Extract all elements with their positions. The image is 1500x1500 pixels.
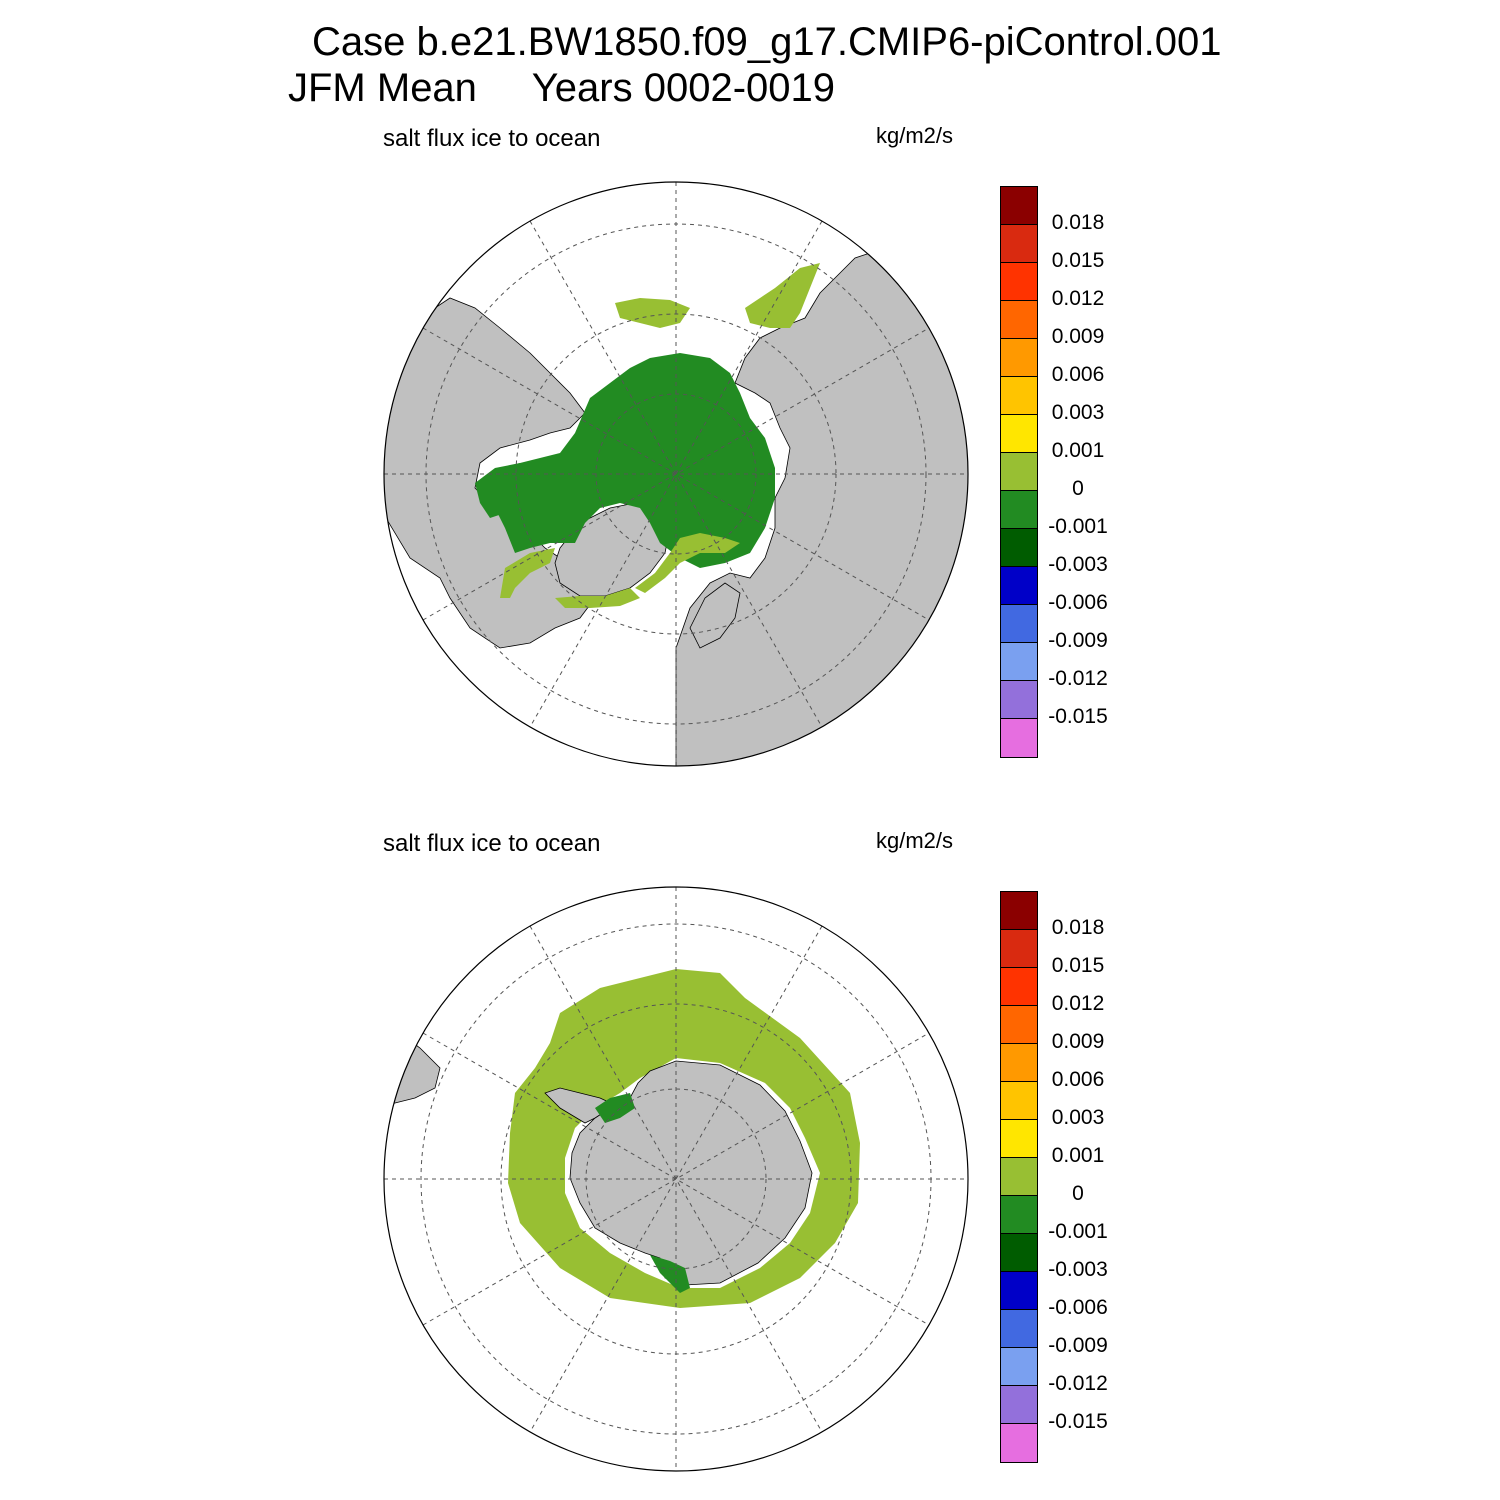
colorbar-swatch bbox=[1001, 263, 1037, 301]
flux-bering bbox=[615, 298, 690, 328]
colorbar-label: -0.012 bbox=[1048, 667, 1108, 690]
map-boundary-north bbox=[383, 181, 969, 767]
colorbar-label: -0.012 bbox=[1048, 1372, 1108, 1395]
colorbar-label: 0.006 bbox=[1051, 1068, 1105, 1091]
colorbar-swatch bbox=[1001, 1120, 1037, 1158]
colorbar-swatch bbox=[1001, 1082, 1037, 1120]
colorbar-label: 0.009 bbox=[1051, 325, 1105, 348]
colorbar-swatch bbox=[1001, 968, 1037, 1006]
colorbar-swatch bbox=[1001, 187, 1037, 225]
figure-title-period: JFM Mean Years 0002-0019 bbox=[288, 66, 835, 110]
map-boundary-south bbox=[383, 886, 969, 1472]
colorbar-swatch bbox=[1001, 301, 1037, 339]
colorbar-label: 0.006 bbox=[1051, 363, 1105, 386]
colorbar-swatch bbox=[1001, 529, 1037, 567]
panel-north-title: salt flux ice to ocean bbox=[383, 125, 601, 152]
colorbar-swatch bbox=[1001, 1424, 1037, 1462]
colorbar-swatch bbox=[1001, 377, 1037, 415]
flux-okhotsk bbox=[745, 263, 820, 328]
colorbar-swatch bbox=[1001, 1272, 1037, 1310]
colorbar-swatch bbox=[1001, 643, 1037, 681]
colorbar-label: -0.009 bbox=[1048, 629, 1108, 652]
colorbar-swatch bbox=[1001, 681, 1037, 719]
panel-south-units: kg/m2/s bbox=[876, 828, 954, 853]
colorbar-label: 0 bbox=[1072, 1182, 1084, 1205]
south-polar-map bbox=[383, 886, 969, 1472]
figure-title-case: Case b.e21.BW1850.f09_g17.CMIP6-piContro… bbox=[312, 20, 1222, 64]
colorbar-label: 0.015 bbox=[1051, 954, 1105, 977]
colorbar-label: 0.018 bbox=[1051, 916, 1105, 939]
colorbar-swatch bbox=[1001, 225, 1037, 263]
colorbar-swatch bbox=[1001, 1348, 1037, 1386]
colorbar-swatch bbox=[1001, 491, 1037, 529]
colorbar-label: -0.015 bbox=[1048, 1410, 1108, 1433]
flux-southern-ocean-ring bbox=[508, 969, 860, 1308]
colorbar-label: 0.015 bbox=[1051, 249, 1105, 272]
colorbar-south bbox=[1000, 891, 1038, 1463]
colorbar-north bbox=[1000, 186, 1038, 758]
panel-north-units: kg/m2/s bbox=[876, 123, 954, 148]
flux-baffin-edge bbox=[555, 588, 640, 608]
colorbar-label: 0.009 bbox=[1051, 1030, 1105, 1053]
flux-ross-dark bbox=[650, 1255, 690, 1293]
colorbar-label: 0.018 bbox=[1051, 211, 1105, 234]
colorbar-swatch bbox=[1001, 1196, 1037, 1234]
colorbar-label: 0.012 bbox=[1051, 287, 1105, 310]
colorbar-label: 0.003 bbox=[1051, 401, 1105, 424]
colorbar-label: 0 bbox=[1072, 477, 1084, 500]
flux-weddell-dark bbox=[595, 1093, 635, 1123]
colorbar-swatch bbox=[1001, 1234, 1037, 1272]
colorbar-label: -0.001 bbox=[1048, 1220, 1108, 1243]
north-polar-map bbox=[383, 181, 969, 767]
colorbar-label: 0.012 bbox=[1051, 992, 1105, 1015]
colorbar-label: 0.001 bbox=[1051, 439, 1105, 462]
colorbar-swatch bbox=[1001, 1006, 1037, 1044]
colorbar-swatch bbox=[1001, 453, 1037, 491]
colorbar-swatch bbox=[1001, 605, 1037, 643]
colorbar-label: -0.009 bbox=[1048, 1334, 1108, 1357]
colorbar-swatch bbox=[1001, 719, 1037, 757]
colorbar-label: -0.003 bbox=[1048, 553, 1108, 576]
colorbar-label: 0.003 bbox=[1051, 1106, 1105, 1129]
land-antarctic-peninsula bbox=[544, 1087, 616, 1124]
colorbar-label: 0.001 bbox=[1051, 1144, 1105, 1167]
colorbar-swatch bbox=[1001, 415, 1037, 453]
colorbar-swatch bbox=[1001, 1044, 1037, 1082]
colorbar-label: -0.001 bbox=[1048, 515, 1108, 538]
colorbar-swatch bbox=[1001, 892, 1037, 930]
flux-greenland-sea-edge bbox=[635, 533, 740, 593]
panel-south-title: salt flux ice to ocean bbox=[383, 830, 601, 857]
flux-arctic-dark bbox=[485, 353, 775, 568]
colorbar-label: -0.006 bbox=[1048, 591, 1108, 614]
colorbar-swatch bbox=[1001, 930, 1037, 968]
colorbar-swatch bbox=[1001, 567, 1037, 605]
colorbar-label: -0.006 bbox=[1048, 1296, 1108, 1319]
land-greenland bbox=[554, 502, 671, 597]
colorbar-swatch bbox=[1001, 1310, 1037, 1348]
graticule-north bbox=[384, 182, 968, 766]
colorbar-label: -0.003 bbox=[1048, 1258, 1108, 1281]
colorbar-label: -0.015 bbox=[1048, 705, 1108, 728]
graticule-south bbox=[384, 887, 968, 1471]
colorbar-swatch bbox=[1001, 1386, 1037, 1424]
colorbar-swatch bbox=[1001, 339, 1037, 377]
colorbar-swatch bbox=[1001, 1158, 1037, 1196]
